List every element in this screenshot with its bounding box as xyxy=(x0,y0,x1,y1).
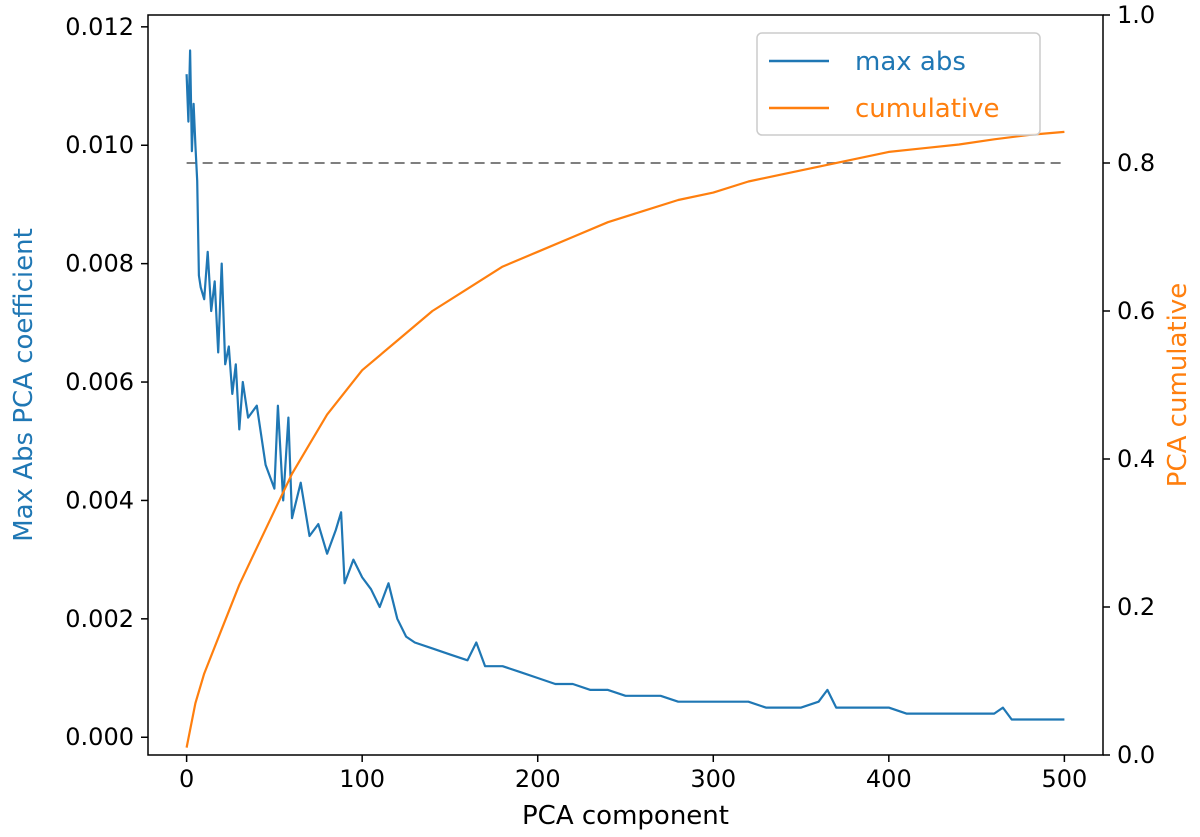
x-tick-label: 100 xyxy=(339,765,385,793)
x-tick-label: 0 xyxy=(179,765,194,793)
plot-area xyxy=(185,49,1065,748)
y-right-tick-label: 0.2 xyxy=(1117,593,1155,621)
y-right-tick-label: 1.0 xyxy=(1117,1,1155,29)
y-left-tick-label: 0.010 xyxy=(65,131,134,159)
legend: max abs cumulative xyxy=(756,32,1041,136)
x-tick-label: 300 xyxy=(690,765,736,793)
y-left-tick-label: 0.000 xyxy=(65,723,134,751)
y-right-tick-label: 0.8 xyxy=(1117,149,1155,177)
legend-label-max-abs: max abs xyxy=(855,47,966,77)
legend-box xyxy=(756,32,1041,136)
axes: 0 100 200 300 400 5000.0000.0020.0040.0060.00… xyxy=(9,1,1193,831)
x-axis-title: PCA component xyxy=(522,801,729,831)
plot-frame xyxy=(147,14,1104,756)
y-left-axis-title: Max Abs PCA coefficient xyxy=(9,228,39,542)
y-left-tick-label: 0.002 xyxy=(65,605,134,633)
y-right-tick-label: 0.0 xyxy=(1117,741,1155,769)
x-tick-label: 400 xyxy=(866,765,912,793)
x-tick-label: 500 xyxy=(1041,765,1087,793)
series-line-max-abs xyxy=(185,49,1065,721)
y-right-tick-label: 0.6 xyxy=(1117,297,1155,325)
y-left-tick-label: 0.004 xyxy=(65,486,134,514)
y-left-tick-label: 0.006 xyxy=(65,368,134,396)
y-right-axis-title: PCA cumulative xyxy=(1163,283,1193,487)
legend-label-cumulative: cumulative xyxy=(855,94,1000,124)
y-left-tick-label: 0.008 xyxy=(65,250,134,278)
y-right-tick-label: 0.4 xyxy=(1117,445,1155,473)
series-line-cumulative xyxy=(185,130,1065,748)
y-left-tick-label: 0.012 xyxy=(65,13,134,41)
x-tick-label: 200 xyxy=(515,765,561,793)
